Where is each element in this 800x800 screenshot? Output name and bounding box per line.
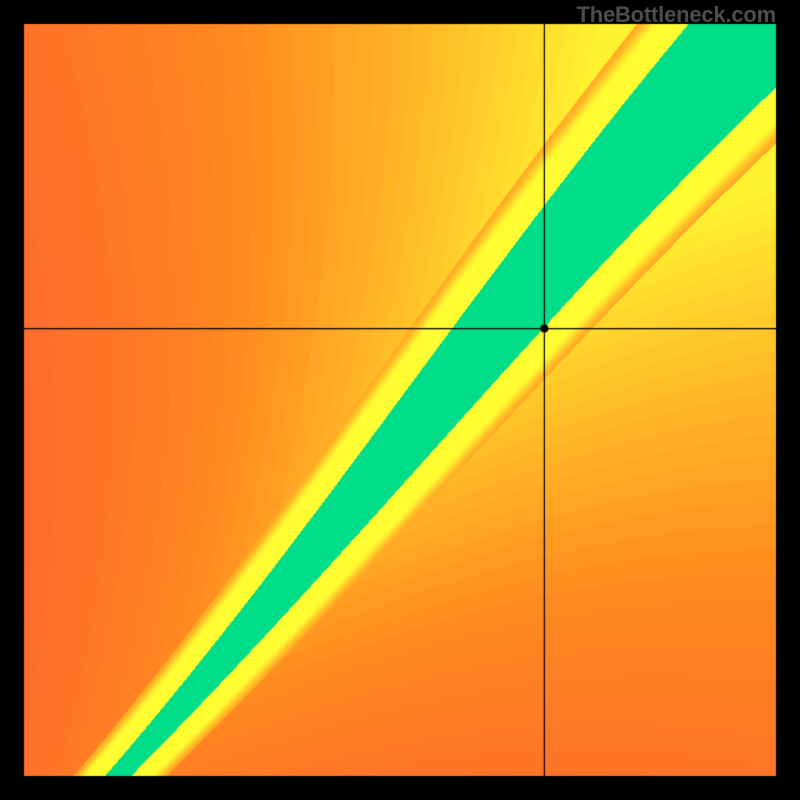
watermark-text: TheBottleneck.com [576,2,776,28]
bottleneck-heatmap [0,0,800,800]
